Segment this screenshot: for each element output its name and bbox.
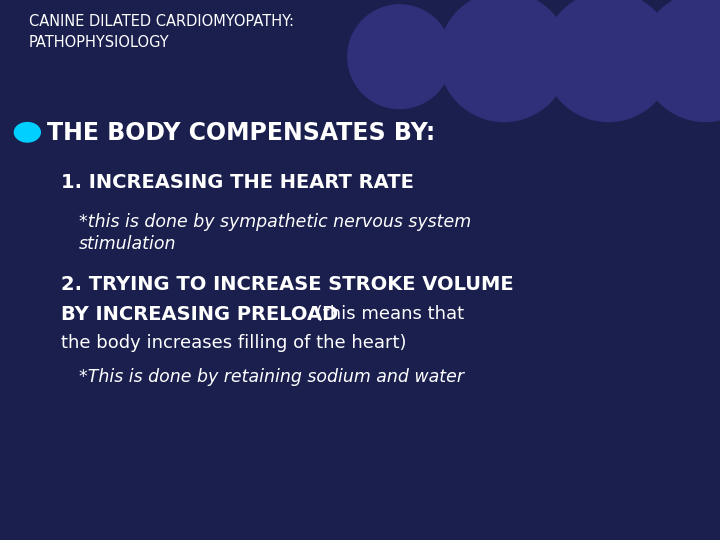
Text: the body increases filling of the heart): the body increases filling of the heart): [61, 334, 407, 352]
Ellipse shape: [439, 0, 569, 122]
Circle shape: [14, 123, 40, 142]
Text: (this means that: (this means that: [310, 305, 464, 323]
Text: 2. TRYING TO INCREASE STROKE VOLUME: 2. TRYING TO INCREASE STROKE VOLUME: [61, 275, 514, 294]
Text: CANINE DILATED CARDIOMYOPATHY:: CANINE DILATED CARDIOMYOPATHY:: [29, 14, 294, 29]
Text: THE BODY COMPENSATES BY:: THE BODY COMPENSATES BY:: [47, 122, 435, 145]
Ellipse shape: [641, 0, 720, 122]
Text: *This is done by retaining sodium and water: *This is done by retaining sodium and wa…: [79, 368, 464, 386]
Text: *this is done by sympathetic nervous system
stimulation: *this is done by sympathetic nervous sys…: [79, 213, 472, 253]
Ellipse shape: [348, 5, 451, 109]
Text: 1. INCREASING THE HEART RATE: 1. INCREASING THE HEART RATE: [61, 173, 414, 192]
Text: BY INCREASING PRELOAD: BY INCREASING PRELOAD: [61, 305, 338, 324]
Ellipse shape: [544, 0, 673, 122]
Text: PATHOPHYSIOLOGY: PATHOPHYSIOLOGY: [29, 35, 169, 50]
